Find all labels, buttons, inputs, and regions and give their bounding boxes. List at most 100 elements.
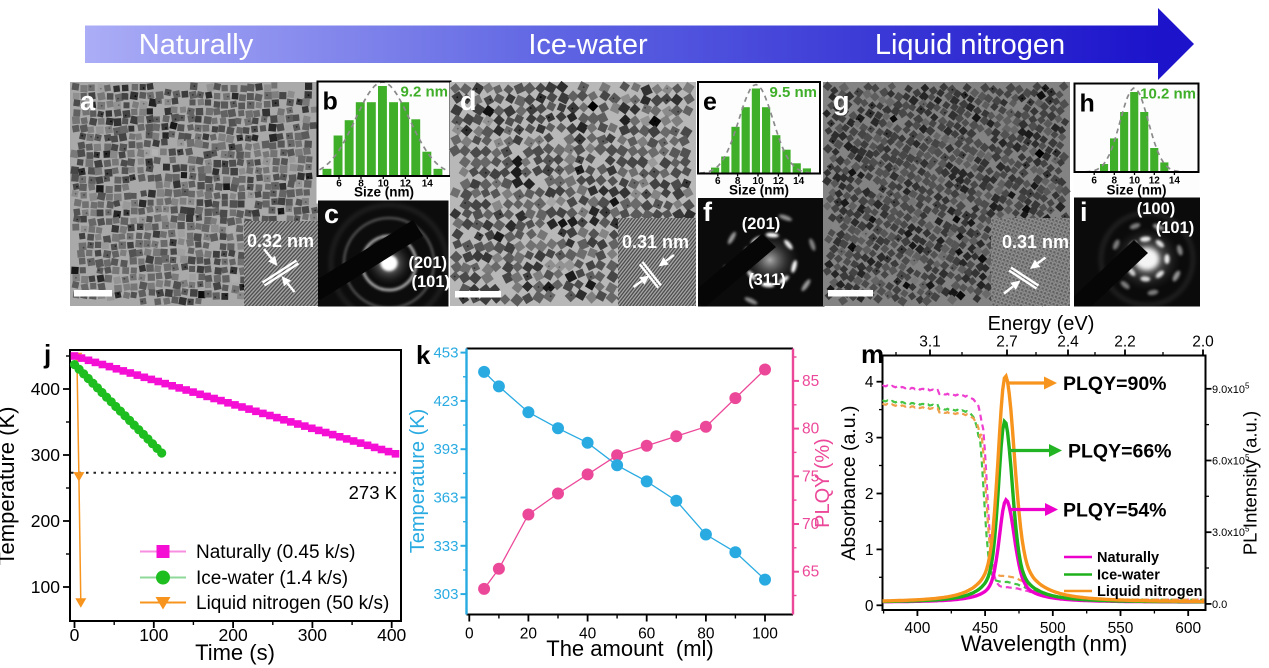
svg-text:2.2: 2.2 bbox=[1114, 334, 1136, 351]
svg-text:Liquid nitrogen (50 k/s): Liquid nitrogen (50 k/s) bbox=[196, 593, 389, 614]
svg-text:10.2 nm: 10.2 nm bbox=[1140, 86, 1196, 103]
svg-text:PLQY=90%: PLQY=90% bbox=[1063, 373, 1167, 395]
svg-text:c: c bbox=[324, 199, 339, 229]
svg-text:b: b bbox=[323, 88, 338, 116]
svg-text:2.4: 2.4 bbox=[1057, 334, 1079, 351]
svg-text:(101): (101) bbox=[1156, 219, 1195, 237]
svg-text:8: 8 bbox=[358, 179, 364, 190]
svg-text:9.0x105: 9.0x105 bbox=[1212, 381, 1250, 396]
svg-text:9.2 nm: 9.2 nm bbox=[400, 84, 448, 101]
svg-text:3.1: 3.1 bbox=[919, 334, 941, 351]
svg-text:80: 80 bbox=[802, 421, 820, 438]
svg-text:Wavelength (nm): Wavelength (nm) bbox=[961, 631, 1128, 656]
svg-text:2.0: 2.0 bbox=[1192, 334, 1214, 351]
svg-text:85: 85 bbox=[802, 373, 819, 390]
svg-text:100: 100 bbox=[31, 577, 60, 597]
svg-text:Ice-water (1.4 k/s): Ice-water (1.4 k/s) bbox=[196, 568, 348, 589]
svg-text:3.0x105: 3.0x105 bbox=[1212, 525, 1250, 540]
svg-text:0.31 nm: 0.31 nm bbox=[1002, 232, 1069, 252]
svg-text:Temperature (K): Temperature (K) bbox=[0, 407, 19, 566]
svg-text:6: 6 bbox=[715, 176, 721, 187]
svg-text:300: 300 bbox=[298, 625, 327, 645]
svg-text:j: j bbox=[43, 339, 51, 369]
svg-text:a: a bbox=[80, 86, 96, 116]
svg-text:10: 10 bbox=[378, 179, 390, 190]
svg-text:200: 200 bbox=[31, 511, 60, 531]
svg-text:0.31 nm: 0.31 nm bbox=[622, 232, 689, 252]
svg-text:10: 10 bbox=[752, 176, 764, 187]
svg-text:d: d bbox=[460, 86, 477, 116]
svg-text:Time (s): Time (s) bbox=[195, 640, 275, 665]
svg-text:Size (nm): Size (nm) bbox=[729, 183, 789, 198]
svg-text:6.0x105: 6.0x105 bbox=[1212, 453, 1250, 468]
svg-text:(201): (201) bbox=[408, 254, 447, 272]
svg-text:6: 6 bbox=[336, 179, 342, 190]
svg-text:300: 300 bbox=[31, 445, 60, 465]
svg-text:Energy (eV): Energy (eV) bbox=[988, 313, 1095, 335]
svg-text:400: 400 bbox=[31, 379, 60, 399]
svg-text:g: g bbox=[833, 86, 850, 116]
svg-text:8: 8 bbox=[735, 176, 741, 187]
svg-text:0.0: 0.0 bbox=[1212, 599, 1227, 611]
svg-text:2: 2 bbox=[865, 486, 874, 503]
svg-text:0.32 nm: 0.32 nm bbox=[247, 231, 314, 251]
svg-text:100: 100 bbox=[139, 625, 168, 645]
svg-text:65: 65 bbox=[802, 564, 819, 581]
svg-text:400: 400 bbox=[377, 625, 406, 645]
svg-text:Ice-water: Ice-water bbox=[1097, 568, 1160, 584]
svg-text:40: 40 bbox=[579, 626, 597, 643]
svg-text:70: 70 bbox=[802, 516, 820, 533]
svg-text:303: 303 bbox=[433, 586, 458, 603]
svg-text:20: 20 bbox=[520, 626, 538, 643]
svg-text:(100): (100) bbox=[1137, 200, 1176, 218]
svg-text:363: 363 bbox=[433, 490, 458, 507]
svg-text:400: 400 bbox=[904, 620, 930, 637]
svg-text:Liquid nitrogen: Liquid nitrogen bbox=[1097, 584, 1203, 600]
svg-text:PLQY (%): PLQY (%) bbox=[812, 438, 834, 528]
svg-text:Liquid nitrogen: Liquid nitrogen bbox=[875, 29, 1065, 61]
svg-text:m: m bbox=[861, 339, 884, 369]
svg-text:273 K: 273 K bbox=[349, 482, 398, 503]
svg-text:(101): (101) bbox=[411, 273, 450, 291]
svg-text:10: 10 bbox=[1129, 176, 1141, 187]
svg-text:3: 3 bbox=[865, 430, 874, 447]
svg-text:450: 450 bbox=[972, 620, 998, 637]
svg-text:453: 453 bbox=[433, 345, 458, 362]
svg-text:Temperature (K): Temperature (K) bbox=[407, 409, 429, 554]
svg-text:f: f bbox=[703, 197, 713, 227]
svg-text:9.5 nm: 9.5 nm bbox=[769, 84, 817, 101]
svg-text:Size (nm): Size (nm) bbox=[354, 185, 414, 200]
svg-text:Naturally: Naturally bbox=[139, 29, 254, 61]
svg-text:600: 600 bbox=[1175, 620, 1201, 637]
svg-text:0: 0 bbox=[465, 626, 474, 643]
svg-text:(201): (201) bbox=[742, 215, 781, 233]
svg-text:8: 8 bbox=[1112, 176, 1118, 187]
svg-text:i: i bbox=[1080, 197, 1088, 227]
svg-text:0: 0 bbox=[865, 598, 874, 615]
svg-text:12: 12 bbox=[400, 179, 412, 190]
svg-text:80: 80 bbox=[697, 626, 715, 643]
svg-text:500: 500 bbox=[1040, 620, 1066, 637]
svg-text:0: 0 bbox=[70, 625, 80, 645]
svg-text:PLQY=66%: PLQY=66% bbox=[1068, 441, 1172, 463]
svg-text:k: k bbox=[416, 340, 431, 370]
svg-text:60: 60 bbox=[638, 626, 656, 643]
svg-text:14: 14 bbox=[1169, 176, 1181, 187]
svg-text:12: 12 bbox=[773, 176, 785, 187]
svg-text:h: h bbox=[1080, 90, 1095, 118]
svg-text:PLQY=54%: PLQY=54% bbox=[1063, 500, 1167, 522]
svg-text:4: 4 bbox=[865, 374, 874, 391]
svg-text:423: 423 bbox=[433, 393, 458, 410]
svg-text:75: 75 bbox=[802, 468, 819, 485]
svg-text:e: e bbox=[703, 88, 717, 116]
svg-text:200: 200 bbox=[218, 625, 247, 645]
svg-text:333: 333 bbox=[433, 538, 458, 555]
svg-text:Ice-water: Ice-water bbox=[528, 29, 648, 61]
svg-text:PL Intensity (a.u.): PL Intensity (a.u.) bbox=[1240, 411, 1261, 555]
svg-text:(311): (311) bbox=[748, 271, 786, 289]
svg-text:100: 100 bbox=[752, 626, 778, 643]
svg-text:2.7: 2.7 bbox=[996, 334, 1018, 351]
svg-text:14: 14 bbox=[793, 176, 805, 187]
svg-text:14: 14 bbox=[422, 179, 434, 190]
svg-text:Naturally (0.45 k/s): Naturally (0.45 k/s) bbox=[196, 542, 355, 563]
